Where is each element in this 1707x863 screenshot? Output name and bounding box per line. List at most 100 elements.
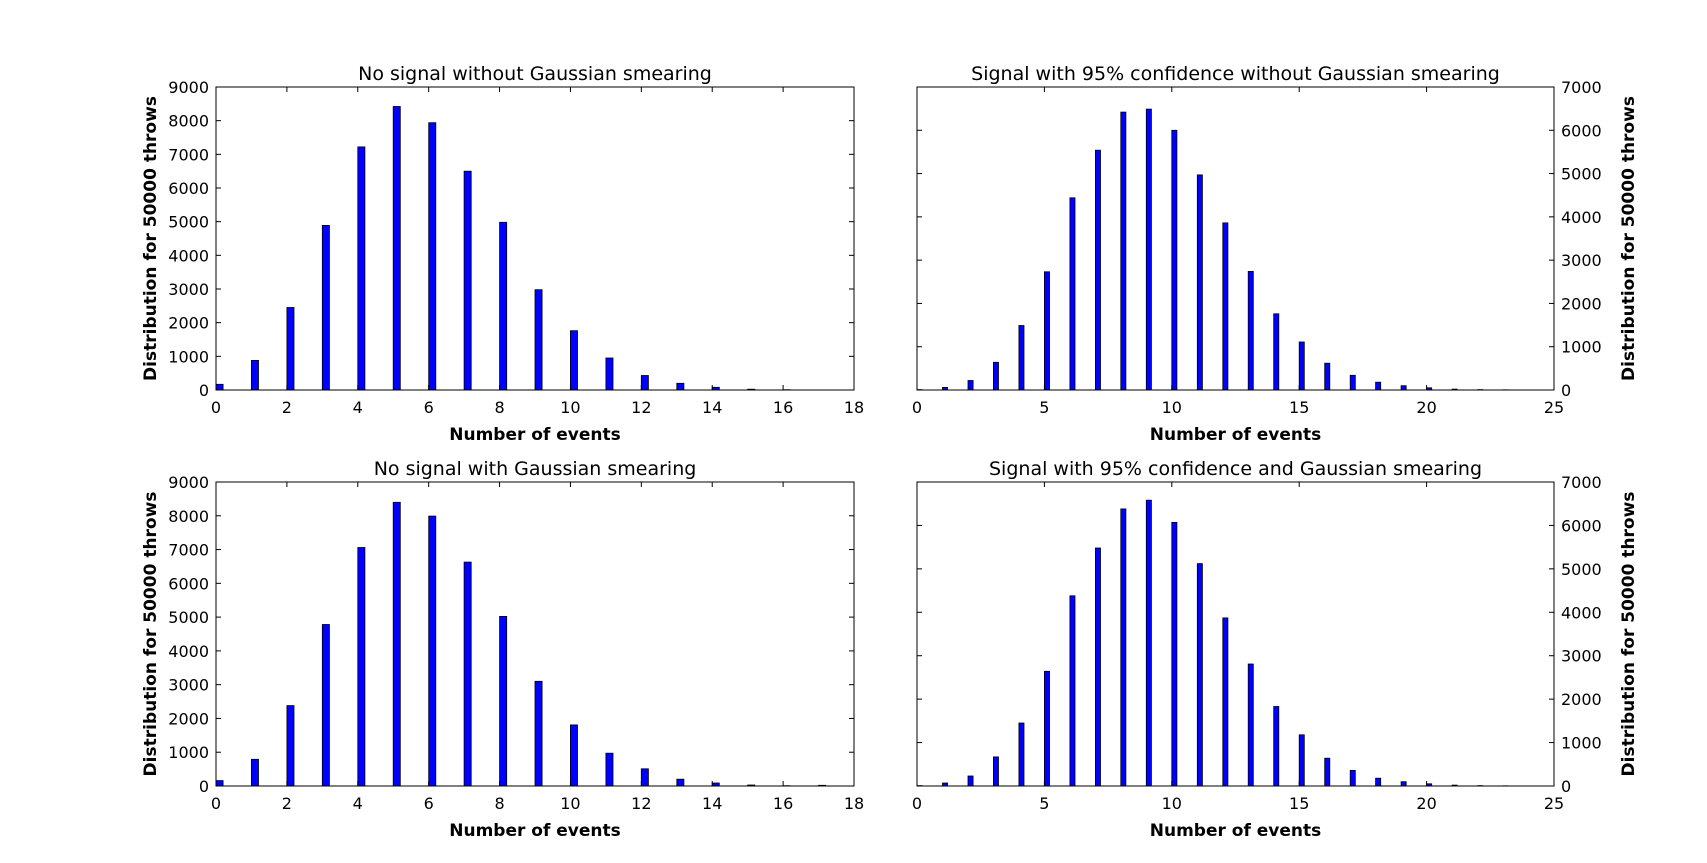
y-tick-label: 7000 [1561, 78, 1602, 97]
x-tick-label: 5 [1039, 794, 1049, 813]
chart-title: No signal with Gaussian smearing [374, 458, 697, 480]
bar-15 [1298, 734, 1305, 787]
bar-10 [570, 724, 578, 787]
bar-7 [1095, 149, 1101, 391]
bar-13 [1247, 270, 1254, 391]
x-tick-label: 8 [494, 794, 504, 813]
bar-6 [428, 122, 437, 391]
x-tick-label: 4 [353, 794, 363, 813]
x-tick-label: 5 [1039, 398, 1049, 417]
bar-5 [392, 106, 401, 391]
y-tick-label: 7000 [168, 541, 209, 560]
x-tick-label: 2 [282, 794, 292, 813]
bar-8 [1120, 111, 1127, 391]
bar-12 [640, 768, 649, 787]
x-axis-label: Number of events [449, 425, 621, 445]
x-tick-label: 0 [211, 398, 221, 417]
bar-4 [357, 547, 366, 787]
y-tick-label: 0 [1561, 381, 1571, 400]
bar-12 [1222, 222, 1229, 391]
x-tick-label: 6 [424, 794, 434, 813]
y-tick-label: 8000 [168, 507, 209, 526]
bar-1 [250, 359, 259, 391]
plot-frame [916, 481, 1555, 787]
bar-5 [1044, 670, 1050, 787]
bar-14 [1273, 706, 1280, 787]
bar-1 [250, 758, 259, 787]
plot-frame [215, 86, 855, 391]
y-axis-label: Distribution for 50000 throws [1619, 96, 1639, 381]
y-tick-label: 3000 [1561, 647, 1602, 666]
y-tick-label: 4000 [168, 642, 209, 661]
bar-6 [1069, 197, 1076, 391]
chart-panel-1: 0 2 4 6 8 10 12 14 16 18 0 1000 2000 3000 4000 5000 6000… [141, 63, 864, 445]
bar-12 [640, 375, 649, 391]
y-tick-label: 4000 [1561, 603, 1602, 622]
y-tick-label: 1000 [1561, 734, 1602, 753]
bar-13 [1247, 663, 1254, 787]
bar-5 [392, 501, 401, 787]
bar-8 [499, 616, 508, 787]
bar-0 [215, 780, 224, 787]
y-axis-label: Distribution for 50000 throws [141, 96, 161, 381]
bar-10 [570, 330, 578, 391]
bar-19 [1400, 781, 1407, 787]
bar-11 [605, 752, 614, 787]
bar-6 [428, 515, 437, 787]
y-tick-label: 5000 [1561, 165, 1602, 184]
bar-7 [463, 170, 472, 391]
y-tick-label: 5000 [168, 608, 209, 627]
bar-2 [286, 705, 295, 787]
y-tick-label: 7000 [168, 145, 209, 164]
x-tick-label: 15 [1289, 398, 1309, 417]
bar-8 [499, 221, 508, 391]
bar-18 [1375, 777, 1382, 787]
bar-4 [1018, 325, 1025, 391]
y-tick-label: 6000 [1561, 121, 1602, 140]
x-tick-label: 18 [844, 398, 864, 417]
y-tick-label: 3000 [168, 280, 209, 299]
bar-7 [463, 561, 472, 787]
bar-18 [1375, 381, 1382, 391]
x-tick-label: 16 [773, 794, 793, 813]
x-tick-label: 0 [912, 398, 922, 417]
bar-2 [286, 307, 295, 391]
bar-16 [1324, 362, 1331, 391]
bar-9 [534, 680, 543, 787]
y-tick-label: 5000 [168, 213, 209, 232]
x-tick-label: 0 [912, 794, 922, 813]
x-tick-label: 18 [844, 794, 864, 813]
bar-9 [534, 289, 543, 391]
chart-panel-3: 0 2 4 6 8 10 12 14 16 18 0 1000 2000 3000 4000 5000 6000… [141, 458, 864, 841]
x-tick-label: 10 [560, 398, 580, 417]
y-tick-label: 0 [199, 381, 209, 400]
x-tick-label: 12 [631, 398, 651, 417]
y-tick-label: 0 [199, 777, 209, 796]
x-tick-label: 10 [1162, 794, 1182, 813]
x-tick-label: 15 [1289, 794, 1309, 813]
bar-17 [1349, 374, 1356, 391]
y-tick-label: 5000 [1561, 560, 1602, 579]
y-tick-label: 8000 [168, 112, 209, 131]
plot-frame [215, 481, 855, 787]
x-tick-label: 14 [702, 794, 722, 813]
y-tick-label: 6000 [168, 574, 209, 593]
chart-title: Signal with 95% confidence without Gauss… [971, 63, 1500, 85]
bar-5 [1044, 271, 1050, 391]
x-tick-label: 6 [424, 398, 434, 417]
bar-3 [993, 756, 999, 787]
x-tick-label: 8 [494, 398, 504, 417]
y-tick-label: 2000 [168, 314, 209, 333]
y-tick-label: 4000 [168, 246, 209, 265]
y-tick-label: 0 [1561, 777, 1571, 796]
bar-2 [967, 380, 974, 391]
bar-6 [1069, 595, 1076, 787]
y-tick-label: 6000 [1561, 516, 1602, 535]
bar-15 [1298, 341, 1305, 391]
bar-9 [1145, 499, 1152, 787]
y-tick-label: 2000 [1561, 690, 1602, 709]
bar-13 [676, 382, 685, 391]
y-tick-label: 1000 [168, 743, 209, 762]
x-tick-label: 4 [353, 398, 363, 417]
y-axis-label: Distribution for 50000 throws [141, 492, 161, 777]
